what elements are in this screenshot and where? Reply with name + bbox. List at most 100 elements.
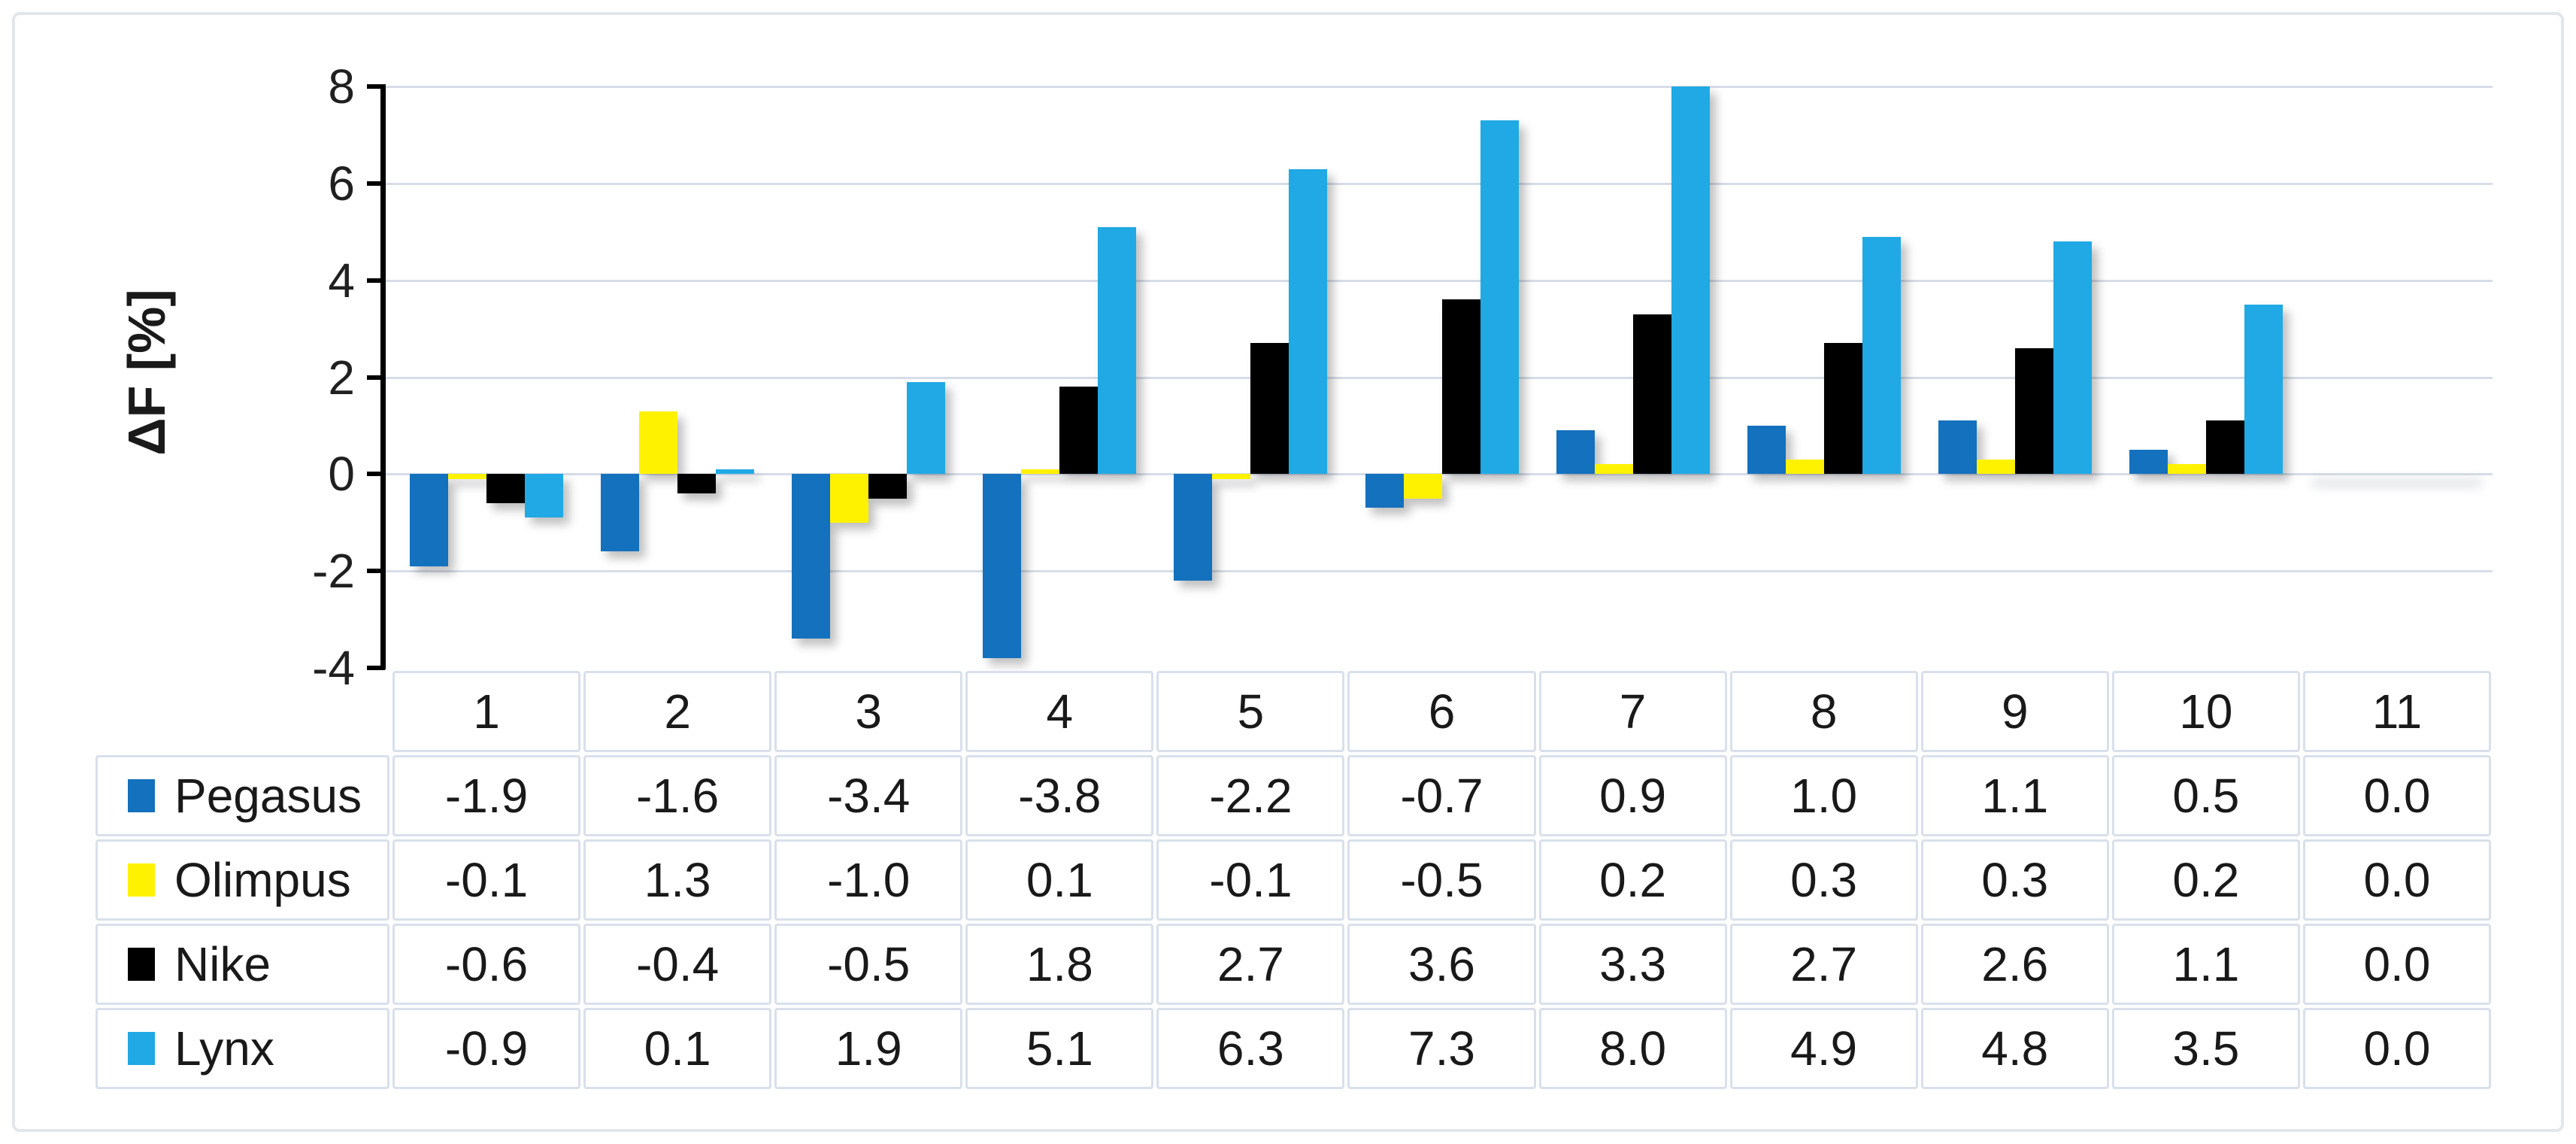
y-tick-label: -4 xyxy=(312,641,355,696)
bar-nike-5 xyxy=(1250,343,1290,475)
bar-olimpus-9 xyxy=(1976,460,2015,475)
value-cell-pegasus-5: -2.2 xyxy=(1156,755,1345,836)
bar-pegasus-4 xyxy=(983,474,1022,659)
category-header: 6 xyxy=(1347,671,1536,752)
value-cell-nike-5: 2.7 xyxy=(1156,924,1345,1005)
bar-lynx-8 xyxy=(1862,236,1901,475)
category-header: 10 xyxy=(2111,671,2300,752)
bar-pegasus-1 xyxy=(410,474,449,566)
y-axis-tick xyxy=(367,375,385,380)
value-cell-nike-8: 2.7 xyxy=(1729,924,1918,1005)
value-cell-pegasus-6: -0.7 xyxy=(1347,755,1536,836)
lynx-legend-key xyxy=(128,1032,155,1065)
value-cell-olimpus-1: -0.1 xyxy=(392,839,581,921)
legend-cell-lynx: Lynx xyxy=(95,1008,389,1089)
bar-nike-9 xyxy=(2014,347,2053,475)
value-cell-lynx-5: 6.3 xyxy=(1156,1008,1345,1089)
value-cell-nike-1: -0.6 xyxy=(392,924,581,1005)
y-tick-label: 4 xyxy=(328,253,355,308)
bar-lynx-9 xyxy=(2053,241,2092,475)
bar-olimpus-6 xyxy=(1403,474,1442,499)
bar-pegasus-9 xyxy=(1938,420,1977,475)
value-cell-olimpus-8: 0.3 xyxy=(1729,839,1918,921)
y-tick-label: 0 xyxy=(328,447,355,502)
y-axis-tick xyxy=(367,278,385,283)
value-cell-lynx-7: 8.0 xyxy=(1538,1008,1727,1089)
bar-lynx-7 xyxy=(1671,86,1710,475)
value-cell-olimpus-10: 0.2 xyxy=(2111,839,2300,921)
category-header: 3 xyxy=(774,671,963,752)
y-axis-tick xyxy=(367,569,385,574)
bar-pegasus-2 xyxy=(601,474,640,552)
value-cell-pegasus-1: -1.9 xyxy=(392,755,581,836)
value-cell-nike-4: 1.8 xyxy=(965,924,1154,1005)
series-name: Nike xyxy=(174,937,271,991)
zero-value-bar-shadow xyxy=(2311,478,2483,488)
value-cell-nike-10: 1.1 xyxy=(2111,924,2300,1005)
y-axis-tick xyxy=(367,181,385,186)
series-name: Lynx xyxy=(174,1021,274,1076)
category-header: 4 xyxy=(965,671,1154,752)
value-cell-lynx-8: 4.9 xyxy=(1729,1008,1918,1089)
value-cell-lynx-11: 0.0 xyxy=(2302,1008,2491,1089)
value-cell-olimpus-2: 1.3 xyxy=(583,839,772,921)
gridline xyxy=(383,182,2493,185)
value-cell-olimpus-7: 0.2 xyxy=(1538,839,1727,921)
y-tick-label: 6 xyxy=(328,156,355,211)
gridline xyxy=(383,279,2493,282)
bar-nike-10 xyxy=(2205,420,2244,475)
value-cell-pegasus-2: -1.6 xyxy=(583,755,772,836)
bar-nike-2 xyxy=(677,474,717,494)
value-cell-lynx-10: 3.5 xyxy=(2111,1008,2300,1089)
category-header: 5 xyxy=(1156,671,1345,752)
olimpus-legend-key xyxy=(128,863,155,897)
y-tick-label: 8 xyxy=(328,59,355,114)
y-tick-label: 2 xyxy=(328,350,355,405)
category-header: 8 xyxy=(1729,671,1918,752)
y-axis-line xyxy=(380,84,386,670)
bar-olimpus-3 xyxy=(830,474,869,523)
bar-olimpus-4 xyxy=(1021,469,1060,475)
y-axis-tick xyxy=(367,84,385,89)
y-axis-tick xyxy=(367,666,385,671)
value-cell-nike-6: 3.6 xyxy=(1347,924,1536,1005)
y-axis-tick xyxy=(367,472,385,477)
value-cell-pegasus-3: -3.4 xyxy=(774,755,963,836)
bar-olimpus-2 xyxy=(639,411,678,475)
bar-pegasus-3 xyxy=(792,474,831,639)
value-cell-olimpus-9: 0.3 xyxy=(1920,839,2109,921)
bar-nike-8 xyxy=(1823,343,1862,475)
bar-pegasus-8 xyxy=(1747,425,1786,475)
value-cell-olimpus-5: -0.1 xyxy=(1156,839,1345,921)
bar-pegasus-6 xyxy=(1365,474,1404,508)
value-cell-nike-11: 0.0 xyxy=(2302,924,2491,1005)
gridline xyxy=(383,86,2493,88)
category-header: 11 xyxy=(2302,671,2491,752)
value-cell-olimpus-6: -0.5 xyxy=(1347,839,1536,921)
bar-nike-3 xyxy=(868,474,908,499)
bar-pegasus-7 xyxy=(1556,430,1595,475)
bar-nike-7 xyxy=(1632,314,1671,475)
value-cell-nike-3: -0.5 xyxy=(774,924,963,1005)
value-cell-nike-7: 3.3 xyxy=(1538,924,1727,1005)
bar-nike-4 xyxy=(1059,387,1099,475)
value-cell-pegasus-10: 0.5 xyxy=(2111,755,2300,836)
bar-nike-6 xyxy=(1441,299,1480,475)
category-header: 9 xyxy=(1920,671,2109,752)
bar-lynx-3 xyxy=(907,381,946,475)
series-name: Olimpus xyxy=(174,853,351,907)
bar-lynx-1 xyxy=(525,474,564,518)
nike-legend-key xyxy=(128,948,155,981)
value-cell-lynx-9: 4.8 xyxy=(1920,1008,2109,1089)
gridline xyxy=(383,376,2493,379)
value-cell-pegasus-9: 1.1 xyxy=(1920,755,2109,836)
gridline xyxy=(383,570,2493,573)
bar-pegasus-5 xyxy=(1174,474,1213,581)
bar-lynx-2 xyxy=(716,469,755,475)
value-cell-nike-9: 2.6 xyxy=(1920,924,2109,1005)
legend-cell-nike: Nike xyxy=(95,924,389,1005)
y-tick-label: -2 xyxy=(312,544,355,599)
bar-lynx-5 xyxy=(1289,168,1328,475)
